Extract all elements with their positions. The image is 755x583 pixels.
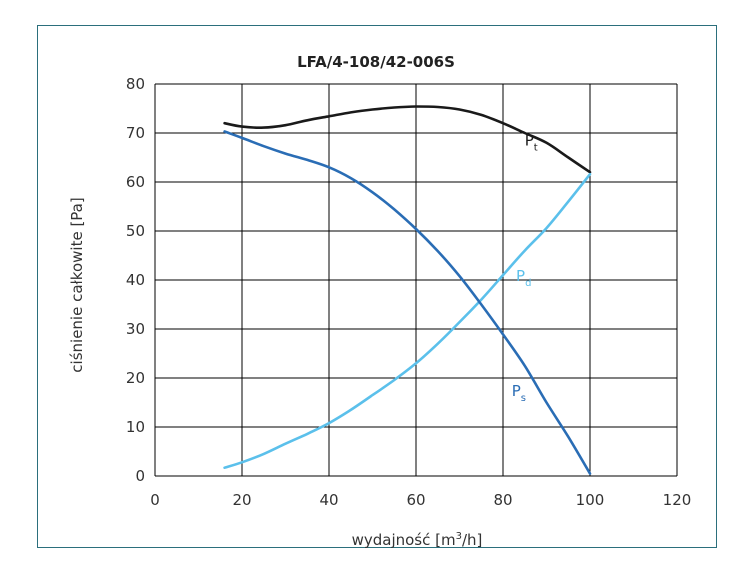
- x-tick-label: 0: [150, 491, 160, 509]
- x-tick-label: 80: [493, 491, 512, 509]
- y-tick-label: 80: [126, 75, 145, 93]
- series-label-pt: Pt: [525, 131, 538, 153]
- y-tick-label: 40: [126, 271, 145, 289]
- chart-title: LFA/4-108/42-006S: [297, 53, 455, 71]
- y-tick-label: 30: [126, 320, 145, 338]
- y-tick-label: 70: [126, 124, 145, 142]
- y-axis-title: ciśnienie całkowite [Pa]: [68, 197, 86, 372]
- y-tick-label: 20: [126, 369, 145, 387]
- series-line-pt: [223, 105, 592, 174]
- x-axis-title: wydajność [m3/h]: [352, 531, 483, 549]
- x-tick-label: 60: [406, 491, 425, 509]
- x-tick-label: 120: [663, 491, 692, 509]
- x-tick-label: 20: [232, 491, 251, 509]
- chart-frame: [37, 25, 717, 548]
- y-tick-label: 60: [126, 173, 145, 191]
- y-tick-label: 0: [135, 467, 145, 485]
- series: [223, 105, 592, 475]
- x-tick-label: 40: [319, 491, 338, 509]
- y-tick-label: 10: [126, 418, 145, 436]
- tick-labels: 0 20 40 60 80 100 120 0 10 20 30 40 50 60 70 80: [126, 75, 691, 509]
- x-tick-label: 100: [576, 491, 605, 509]
- series-labels: Pt Pd Ps: [512, 131, 538, 404]
- grid: [154, 83, 678, 477]
- series-label-ps: Ps: [512, 382, 526, 404]
- y-tick-label: 50: [126, 222, 145, 240]
- series-line-ps: [223, 130, 592, 475]
- series-line-pd: [223, 172, 592, 469]
- series-label-pd: Pd: [516, 267, 531, 289]
